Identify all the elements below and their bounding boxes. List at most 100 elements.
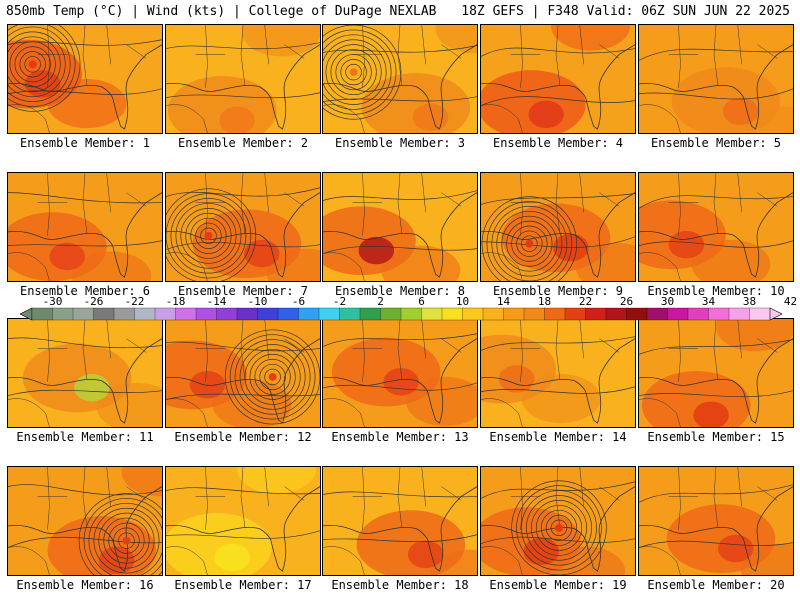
- isobar: [511, 480, 607, 575]
- colorbar-swatch: [605, 307, 627, 321]
- warm-region: [435, 25, 477, 54]
- isobar: [481, 193, 635, 205]
- hot-region: [189, 371, 226, 399]
- colorbar-tick-label: 34: [701, 295, 716, 308]
- isobar: [481, 96, 635, 106]
- panel-map: [8, 467, 162, 575]
- isobar: [14, 46, 51, 83]
- colorbar-swatch: [359, 307, 381, 321]
- isobar: [521, 490, 597, 566]
- isobar: [639, 339, 793, 355]
- isobar: [8, 36, 61, 93]
- colorbar-tick-label: 14: [496, 295, 511, 308]
- warm-region: [575, 242, 635, 281]
- isobar: [511, 225, 548, 262]
- colorbar-swatch: [646, 307, 668, 321]
- isobar: [83, 498, 162, 575]
- panel-map: [639, 467, 793, 575]
- header-right-title: 18Z GEFS | F348 Valid: 06Z SUN JUN 22 20…: [461, 4, 790, 19]
- isobar: [98, 512, 155, 569]
- colorbar-swatch: [400, 307, 422, 321]
- warm-region: [405, 376, 477, 427]
- isobar: [323, 34, 392, 110]
- warm-region: [381, 245, 461, 281]
- colorbar-swatch: [113, 307, 135, 321]
- isobar: [481, 536, 635, 544]
- isobar: [8, 26, 71, 102]
- warm-region: [212, 379, 292, 427]
- colorbar-swatch: [441, 307, 463, 321]
- isobar: [516, 230, 543, 257]
- isobar: [545, 514, 573, 541]
- isobar: [234, 339, 311, 415]
- colorbar-tick-label: -22: [124, 295, 145, 308]
- colorbar-swatch: [175, 307, 197, 321]
- ensemble-member-label: Ensemble Member: 11: [16, 430, 154, 444]
- isobar: [78, 493, 162, 575]
- ensemble-member-label: Ensemble Member: 2: [177, 136, 309, 150]
- isobar: [481, 481, 635, 499]
- header-left-title: 850mb Temp (°C) | Wind (kts) | College o…: [6, 4, 437, 19]
- ensemble-member-label: Ensemble Member: 1: [19, 136, 151, 150]
- colorbar-swatch: [298, 307, 320, 321]
- isobar: [239, 344, 306, 410]
- isobar: [166, 487, 320, 495]
- ensemble-member-label: Ensemble Member: 12: [174, 430, 312, 444]
- isobar: [8, 88, 162, 95]
- ensemble-member-label: Ensemble Member: 6: [19, 284, 151, 298]
- isobar: [323, 246, 477, 254]
- isobar: [486, 201, 573, 281]
- ensemble-member-label: Ensemble Member: 3: [334, 136, 466, 150]
- isobar: [166, 188, 257, 281]
- hot-region: [49, 242, 85, 271]
- hot-region: [98, 546, 135, 575]
- isobar: [224, 329, 320, 425]
- colorbar-swatch: [503, 307, 525, 321]
- colorbar-tick-label: 18: [537, 295, 552, 308]
- colorbar-swatch: [687, 307, 709, 321]
- warm-region: [121, 467, 162, 497]
- isobar: [526, 495, 592, 561]
- colorbar-tick-label: 10: [455, 295, 470, 308]
- colorbar-tick-label: -18: [165, 295, 186, 308]
- panel-map: [481, 25, 635, 133]
- isobar: [185, 212, 232, 259]
- isobar: [521, 235, 538, 252]
- ensemble-member-label: Ensemble Member: 5: [650, 136, 782, 150]
- hot-region: [498, 365, 535, 393]
- panel-map: [166, 25, 320, 133]
- isobar: [639, 195, 793, 209]
- hot-region: [407, 540, 444, 569]
- colorbar-tick-label: -10: [247, 295, 268, 308]
- isobar: [8, 337, 162, 349]
- colorbar-swatch: [31, 307, 53, 321]
- isobar: [166, 393, 320, 400]
- cyclone-core: [122, 536, 131, 545]
- isobar: [323, 382, 477, 391]
- panel-map: [166, 319, 320, 427]
- isobar: [9, 41, 56, 88]
- isobar: [481, 196, 578, 281]
- panel-map: [639, 173, 793, 281]
- colorbar-swatch: [380, 307, 402, 321]
- isobar: [166, 193, 252, 279]
- isobar: [249, 354, 296, 400]
- warm-region: [47, 79, 127, 129]
- panel-map: [481, 467, 635, 575]
- hot-region: [74, 373, 110, 402]
- hot-region: [722, 97, 759, 126]
- isobar: [340, 59, 367, 86]
- panel-map: [323, 173, 477, 281]
- hot-region: [243, 239, 280, 268]
- isobar: [166, 92, 320, 99]
- ensemble-panel-19: [480, 466, 636, 576]
- colorbar-tick-label: -2: [332, 295, 347, 308]
- isobar: [175, 203, 242, 269]
- isobar: [88, 502, 162, 575]
- isobar: [491, 206, 568, 281]
- colorbar-swatch: [749, 307, 771, 321]
- ensemble-panel-9: [480, 172, 636, 282]
- colorbar-swatch: [195, 307, 217, 321]
- colorbar-swatch: [72, 307, 94, 321]
- isobar: [118, 532, 135, 549]
